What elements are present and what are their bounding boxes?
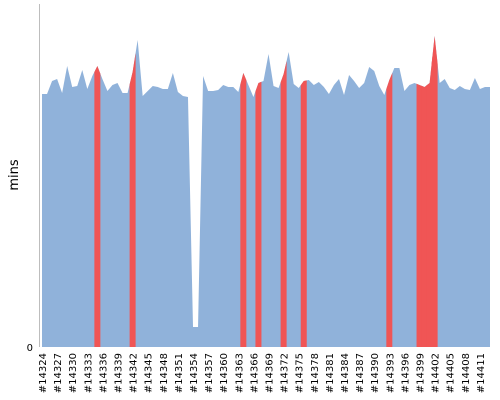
x-tick-label: #14399 (416, 353, 427, 393)
x-tick-label: #14378 (310, 353, 321, 393)
x-tick-label: #14387 (355, 353, 366, 393)
failed-build-band[interactable] (280, 60, 287, 347)
x-tick-label: #14357 (204, 353, 215, 393)
y-tick-label: 0 (27, 343, 33, 354)
x-tick-label: #14345 (144, 353, 155, 393)
x-tick-label: #14411 (476, 353, 487, 393)
x-tick-label: #14324 (38, 353, 49, 393)
x-tick-label: #14408 (461, 353, 472, 393)
failed-build-band[interactable] (255, 81, 262, 347)
duration-area (42, 36, 490, 347)
x-axis-ticks: #14324 #14327 #14330 #14333 #14336 #14339 #143… (38, 353, 487, 393)
x-tick-label: #14402 (431, 353, 442, 393)
x-tick-label: #14339 (114, 353, 125, 393)
x-tick-label: #14375 (295, 353, 306, 393)
plot-area (42, 36, 490, 348)
failed-build-band[interactable] (416, 83, 423, 347)
failed-build-band[interactable] (431, 36, 438, 347)
x-tick-label: #14363 (234, 353, 245, 393)
failed-build-band[interactable] (300, 80, 307, 348)
x-tick-label: #14330 (68, 353, 79, 393)
x-tick-label: #14351 (174, 353, 185, 393)
failed-build-band[interactable] (426, 54, 433, 348)
x-tick-label: #14381 (325, 353, 336, 393)
x-tick-label: #14333 (83, 353, 94, 393)
x-tick-label: #14390 (370, 353, 381, 393)
x-tick-label: #14354 (189, 353, 200, 393)
x-tick-label: #14327 (53, 353, 64, 393)
x-tick-label: #14366 (249, 353, 260, 393)
failed-build-band[interactable] (240, 73, 247, 347)
x-tick-label: #14393 (385, 353, 396, 393)
x-tick-label: #14396 (400, 353, 411, 393)
x-tick-label: #14342 (129, 353, 140, 393)
failed-build-band[interactable] (129, 52, 136, 348)
x-tick-label: #14405 (446, 353, 457, 393)
x-tick-label: #14360 (219, 353, 230, 393)
failed-build-band[interactable] (421, 84, 428, 348)
failed-build-band[interactable] (386, 72, 393, 347)
x-tick-label: #14336 (98, 353, 109, 393)
x-tick-label: #14369 (265, 353, 276, 393)
x-tick-label: #14384 (340, 353, 351, 393)
x-tick-label: #14372 (280, 353, 291, 393)
y-axis-label: mins (7, 159, 22, 191)
x-tick-label: #14348 (159, 353, 170, 393)
failed-build-band[interactable] (94, 66, 101, 347)
